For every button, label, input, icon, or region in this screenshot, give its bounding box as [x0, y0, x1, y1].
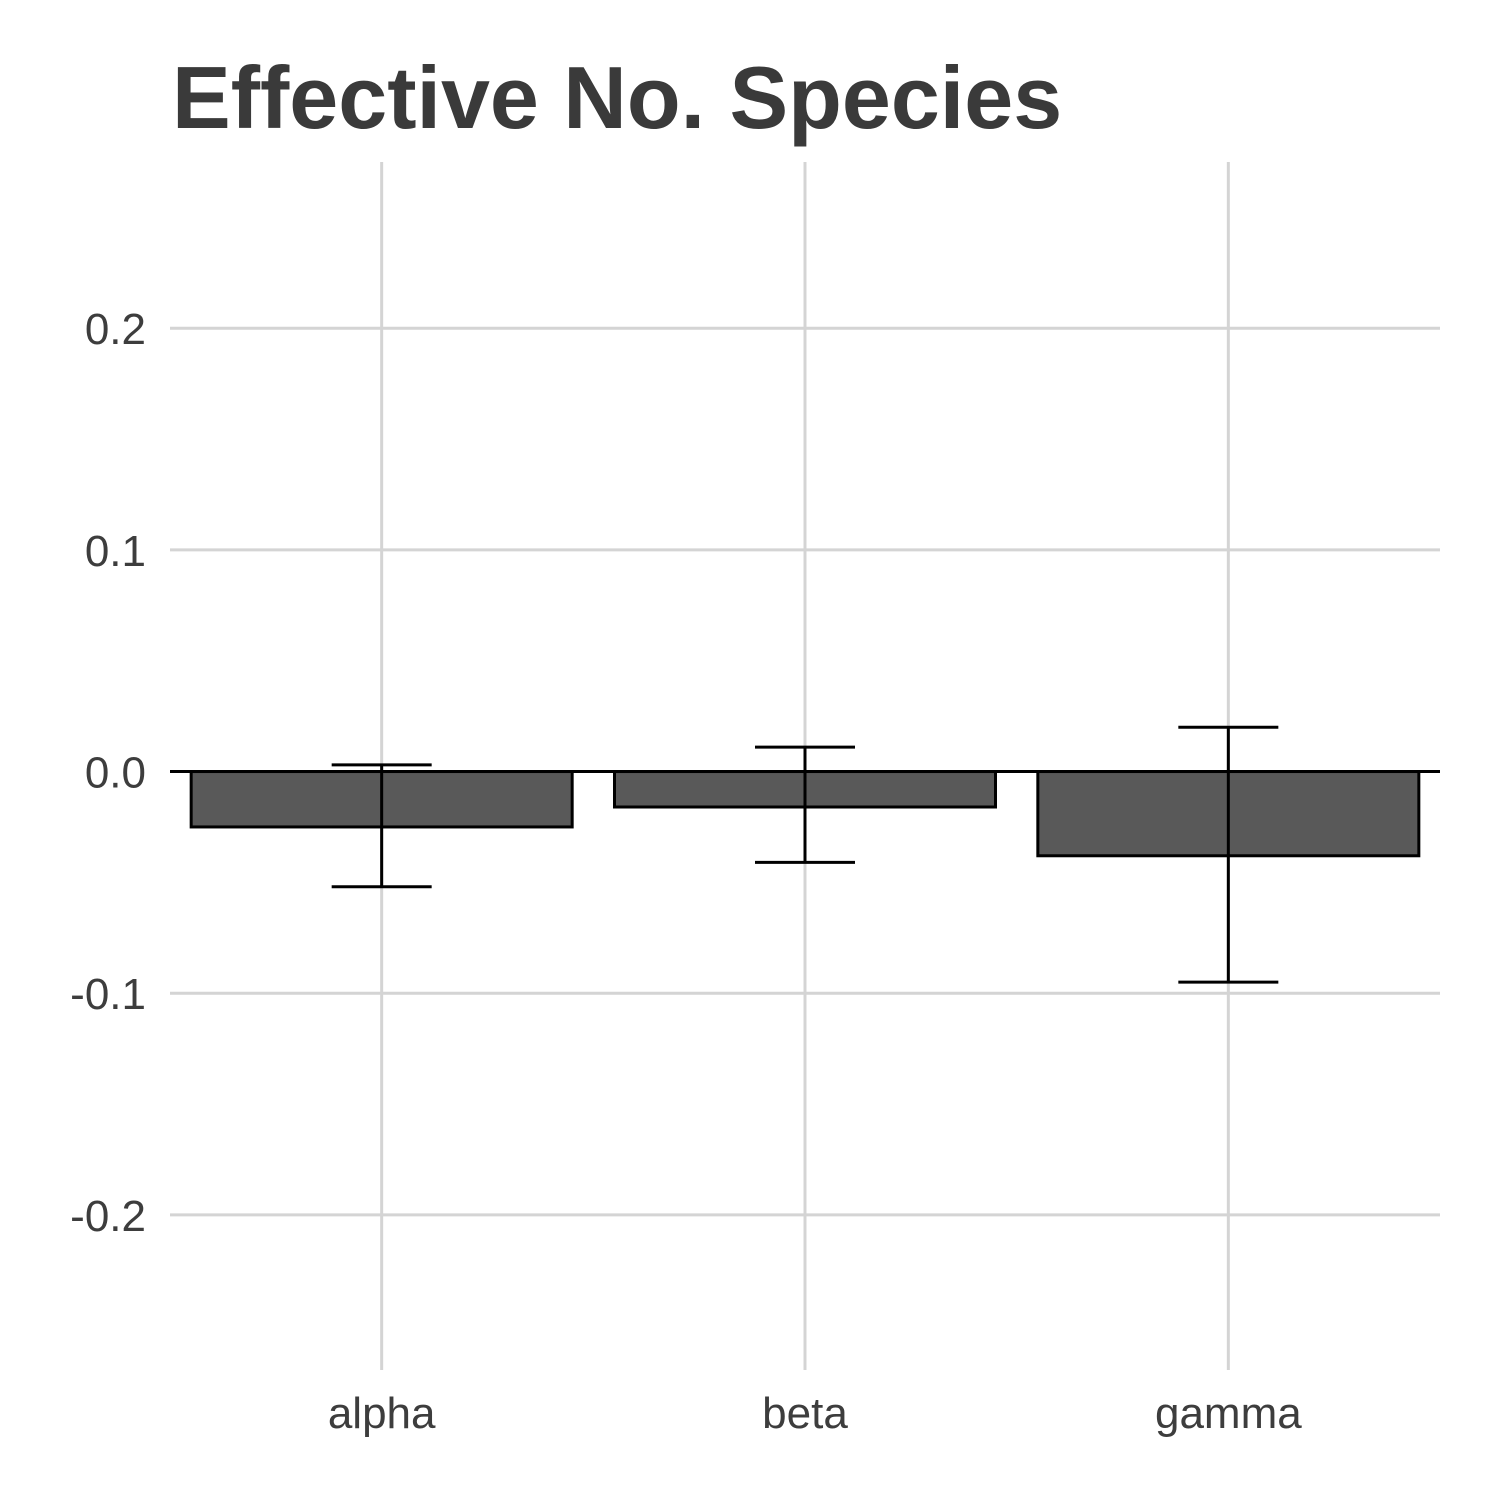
x-tick-label: alpha: [328, 1389, 436, 1438]
chart-title: Effective No. Species: [172, 48, 1063, 147]
x-tick-label: gamma: [1155, 1389, 1302, 1438]
error-bar-alpha: [331, 763, 432, 889]
error-bar-beta: [755, 745, 855, 864]
y-tick-label: 0.2: [85, 305, 146, 354]
error-bar-gamma: [1178, 725, 1279, 984]
x-axis-tick-labels: alpha beta gamma: [328, 1389, 1302, 1438]
y-axis-tick-labels: 0.2 0.1 0.0 -0.1 -0.2: [70, 305, 146, 1241]
y-tick-label: -0.2: [70, 1192, 146, 1241]
y-tick-label: 0.0: [85, 749, 146, 798]
error-bars: [331, 725, 1279, 984]
x-tick-label: beta: [762, 1389, 848, 1438]
y-tick-label: -0.1: [70, 970, 146, 1019]
y-tick-label: 0.1: [85, 527, 146, 576]
